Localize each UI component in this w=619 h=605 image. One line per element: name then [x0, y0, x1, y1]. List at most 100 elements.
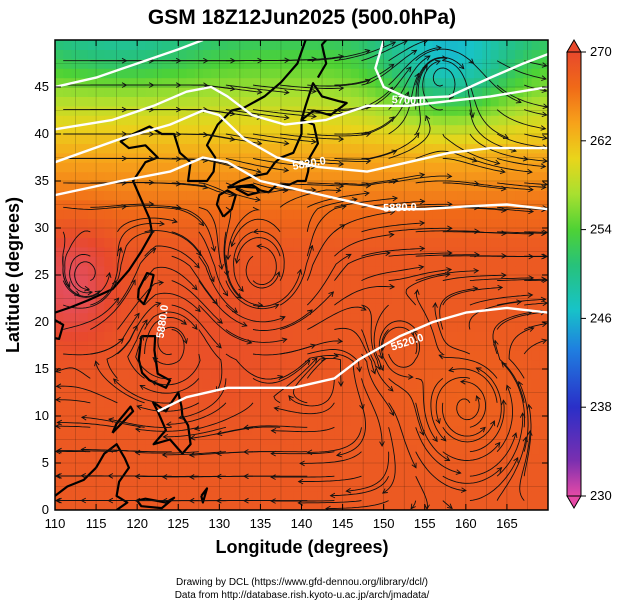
streamline-arrowhead: [306, 449, 313, 456]
streamline: [171, 231, 215, 282]
streamline-arrowhead: [202, 184, 209, 190]
streamline: [90, 279, 136, 330]
streamline: [469, 432, 517, 477]
streamline: [497, 182, 546, 188]
streamline: [496, 437, 527, 501]
streamline-arrowhead: [215, 450, 222, 457]
streamline-arrowhead: [441, 55, 448, 61]
streamline: [171, 280, 223, 324]
streamline-arrowhead: [527, 292, 534, 298]
contour-5600.0: [374, 40, 548, 100]
streamline: [422, 60, 443, 111]
y-tick-label: 10: [35, 408, 49, 423]
x-tick-label: 125: [167, 516, 189, 531]
contour-5880.0: [55, 156, 548, 211]
streamline: [279, 354, 339, 379]
y-tick-label: 5: [42, 455, 49, 470]
streamline: [334, 180, 398, 186]
streamline-arrowhead: [389, 209, 396, 216]
coastline-segment: [55, 40, 307, 314]
streamline-arrowhead: [150, 380, 157, 386]
streamline: [361, 40, 408, 62]
streamline: [524, 109, 547, 116]
streamline: [442, 274, 506, 282]
streamline-arrowhead: [107, 497, 114, 504]
streamline-arrowhead: [107, 447, 114, 453]
streamline-arrowhead: [388, 232, 395, 238]
streamline: [439, 287, 478, 330]
streamline-arrowhead: [425, 114, 431, 121]
streamline-arrowhead: [255, 196, 261, 203]
colorbar: 230 238 246 254 262 270: [566, 39, 612, 509]
streamline: [56, 399, 91, 404]
streamline: [113, 378, 172, 404]
streamline: [442, 442, 501, 461]
streamline-arrowhead: [541, 184, 547, 190]
streamline-arrowhead: [480, 426, 486, 433]
streamline-arrowhead: [540, 163, 547, 170]
streamline: [225, 157, 289, 171]
streamline: [432, 67, 456, 100]
streamline-arrowhead: [474, 228, 480, 235]
streamline: [524, 231, 548, 233]
streamline: [469, 182, 533, 191]
streamline-arrowhead: [215, 473, 222, 480]
streamline: [57, 422, 118, 428]
streamline-arrowhead: [194, 262, 200, 269]
streamline-arrowhead: [139, 384, 146, 390]
streamline-arrowhead: [541, 321, 548, 328]
streamline-arrowhead: [217, 318, 223, 324]
streamline: [334, 211, 395, 233]
streamline: [361, 132, 420, 159]
streamline: [524, 302, 548, 306]
streamline: [62, 231, 80, 296]
streamline-arrowhead: [365, 182, 372, 189]
streamline: [524, 157, 548, 162]
lat-lon-grid: [55, 40, 548, 510]
streamline-arrowhead: [432, 436, 438, 443]
streamline-arrowhead: [243, 424, 250, 431]
streamline: [361, 378, 383, 446]
streamline-arrowhead: [370, 368, 377, 375]
streamline: [382, 427, 396, 494]
streamline: [334, 150, 397, 160]
streamline: [334, 64, 394, 86]
streamline: [415, 56, 465, 86]
streamline-arrowhead: [188, 474, 195, 480]
streamline-arrowhead: [541, 134, 548, 141]
colorbar-tick-label: 254: [590, 222, 612, 237]
streamline: [307, 427, 362, 453]
streamline: [524, 182, 548, 185]
x-tick-label: 145: [332, 516, 354, 531]
streamline: [469, 133, 528, 160]
streamline: [523, 339, 547, 355]
streamline: [334, 286, 395, 306]
streamline: [144, 182, 208, 189]
streamline: [469, 60, 522, 103]
contour-5700.0: [55, 85, 548, 131]
streamline-arrowhead: [410, 503, 416, 510]
streamline-arrowhead: [56, 473, 62, 479]
streamline: [74, 261, 96, 290]
streamline: [252, 269, 302, 307]
streamline-arrowhead: [235, 293, 242, 299]
streamline-arrowhead: [455, 469, 462, 475]
streamline: [108, 449, 172, 453]
streamline-arrowhead: [281, 337, 288, 343]
streamline: [117, 302, 161, 355]
streamline: [280, 84, 344, 89]
streamline-arrowhead: [181, 319, 187, 325]
streamline-arrowhead: [243, 473, 249, 480]
streamline-arrowhead: [134, 312, 140, 319]
streamline: [361, 49, 417, 86]
streamline-arrowhead: [142, 319, 148, 326]
streamline: [279, 291, 334, 330]
streamline-arrowhead: [243, 497, 249, 504]
streamline-arrowhead: [475, 367, 482, 373]
streamline-arrowhead: [406, 66, 412, 73]
colorbar-tick-label: 262: [590, 133, 612, 148]
streamline-arrowhead: [178, 414, 184, 420]
streamline-arrowhead: [434, 59, 441, 66]
streamline: [116, 231, 155, 281]
streamline-arrowhead: [382, 488, 388, 494]
